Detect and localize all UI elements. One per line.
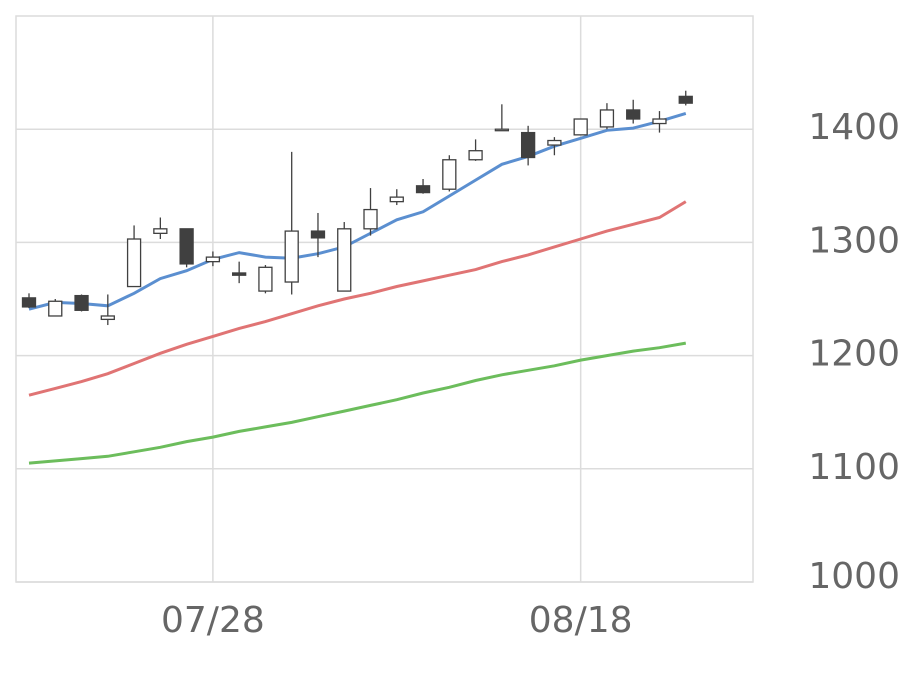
candle-body bbox=[626, 109, 641, 120]
candle-body bbox=[100, 315, 115, 321]
candle-body bbox=[415, 185, 431, 194]
candle-body bbox=[494, 128, 510, 132]
candle-body bbox=[520, 131, 536, 159]
candle-body bbox=[205, 256, 221, 263]
moving-average-line bbox=[28, 111, 687, 311]
moving-average-line bbox=[28, 341, 687, 465]
candle-body bbox=[652, 118, 667, 125]
candle-body bbox=[310, 230, 326, 239]
candle-body bbox=[678, 95, 693, 104]
y-tick-label: 1200 bbox=[808, 334, 900, 375]
y-tick-label: 1300 bbox=[808, 220, 900, 261]
candle-body bbox=[179, 228, 194, 265]
candle-body bbox=[442, 159, 457, 190]
candle-body bbox=[284, 230, 299, 283]
y-tick-label: 1100 bbox=[808, 447, 900, 488]
candle-body bbox=[547, 139, 562, 146]
y-tick-label: 1400 bbox=[808, 107, 900, 148]
candle-body bbox=[337, 228, 352, 292]
candle-body bbox=[48, 300, 63, 317]
y-tick-label: 1000 bbox=[808, 556, 900, 597]
candle-body bbox=[232, 272, 247, 276]
candle-body bbox=[389, 196, 404, 203]
candle-body bbox=[74, 294, 89, 311]
candle-body bbox=[599, 109, 615, 128]
candle-body bbox=[258, 266, 273, 292]
candle-body bbox=[126, 238, 142, 288]
moving-average-line bbox=[28, 200, 687, 397]
plot-frame bbox=[15, 15, 754, 583]
candle-body bbox=[21, 297, 37, 308]
candle-body bbox=[468, 150, 483, 161]
x-tick-label: 08/18 bbox=[529, 600, 633, 641]
candle-body bbox=[573, 118, 588, 136]
x-tick-label: 07/28 bbox=[161, 600, 265, 641]
candle-body bbox=[153, 228, 168, 234]
candle-body bbox=[363, 208, 378, 230]
